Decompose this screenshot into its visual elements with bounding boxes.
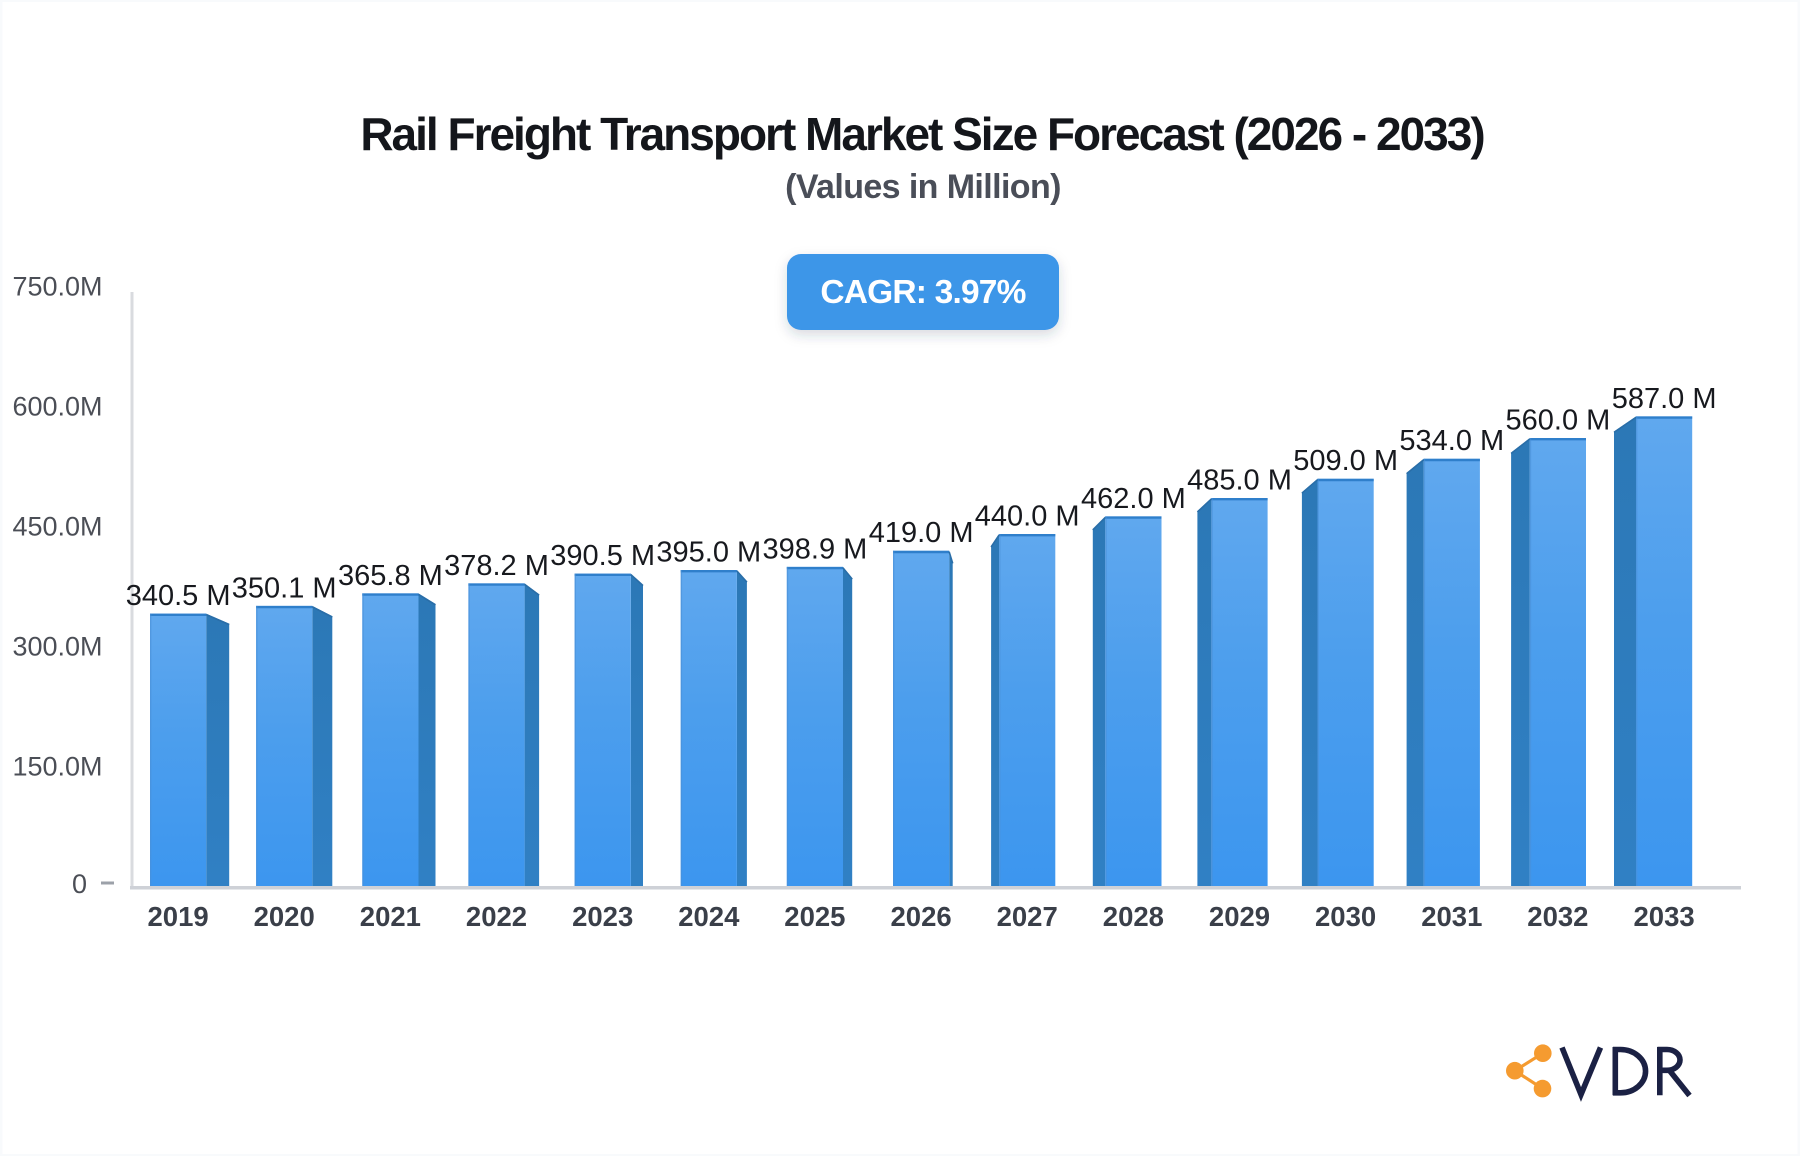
svg-text:340.5 M: 340.5 M — [126, 580, 231, 612]
svg-text:398.9 M: 398.9 M — [763, 533, 868, 565]
svg-text:509.0 M: 509.0 M — [1293, 445, 1398, 477]
svg-text:365.8 M: 365.8 M — [338, 560, 443, 592]
svg-text:350.1 M: 350.1 M — [232, 572, 337, 604]
svg-text:560.0 M: 560.0 M — [1506, 404, 1611, 436]
svg-text:2023: 2023 — [572, 901, 633, 932]
svg-text:587.0 M: 587.0 M — [1612, 383, 1717, 415]
svg-text:750.0M: 750.0M — [12, 272, 102, 302]
svg-text:600.0M: 600.0M — [12, 392, 102, 422]
svg-text:2020: 2020 — [254, 901, 315, 932]
svg-text:2033: 2033 — [1634, 901, 1695, 932]
svg-text:440.0 M: 440.0 M — [975, 500, 1080, 532]
svg-text:2025: 2025 — [784, 901, 845, 932]
svg-text:2021: 2021 — [360, 901, 421, 932]
svg-text:390.5 M: 390.5 M — [550, 540, 655, 572]
svg-text:462.0 M: 462.0 M — [1081, 483, 1186, 515]
svg-text:2031: 2031 — [1421, 901, 1482, 932]
svg-text:534.0 M: 534.0 M — [1399, 425, 1504, 457]
svg-text:485.0 M: 485.0 M — [1187, 464, 1292, 496]
svg-text:150.0M: 150.0M — [12, 752, 102, 782]
svg-text:2032: 2032 — [1527, 901, 1588, 932]
svg-text:2029: 2029 — [1209, 901, 1270, 932]
svg-text:CAGR: 3.97%: CAGR: 3.97% — [820, 274, 1025, 311]
svg-text:2030: 2030 — [1315, 901, 1376, 932]
svg-text:2024: 2024 — [678, 901, 740, 932]
svg-text:2019: 2019 — [148, 901, 209, 932]
svg-text:395.0 M: 395.0 M — [656, 536, 761, 568]
svg-text:Rail Freight Transport Market: Rail Freight Transport Market Size Forec… — [360, 108, 1484, 160]
svg-text:378.2 M: 378.2 M — [444, 550, 549, 582]
svg-text:2026: 2026 — [891, 901, 952, 932]
svg-text:450.0M: 450.0M — [12, 512, 102, 542]
svg-text:2022: 2022 — [466, 901, 527, 932]
svg-text:300.0M: 300.0M — [12, 632, 102, 662]
svg-text:419.0 M: 419.0 M — [869, 517, 974, 549]
svg-text:(Values in Million): (Values in Million) — [785, 168, 1061, 206]
svg-text:2027: 2027 — [997, 901, 1058, 932]
svg-text:0: 0 — [72, 869, 87, 899]
svg-text:2028: 2028 — [1103, 901, 1164, 932]
